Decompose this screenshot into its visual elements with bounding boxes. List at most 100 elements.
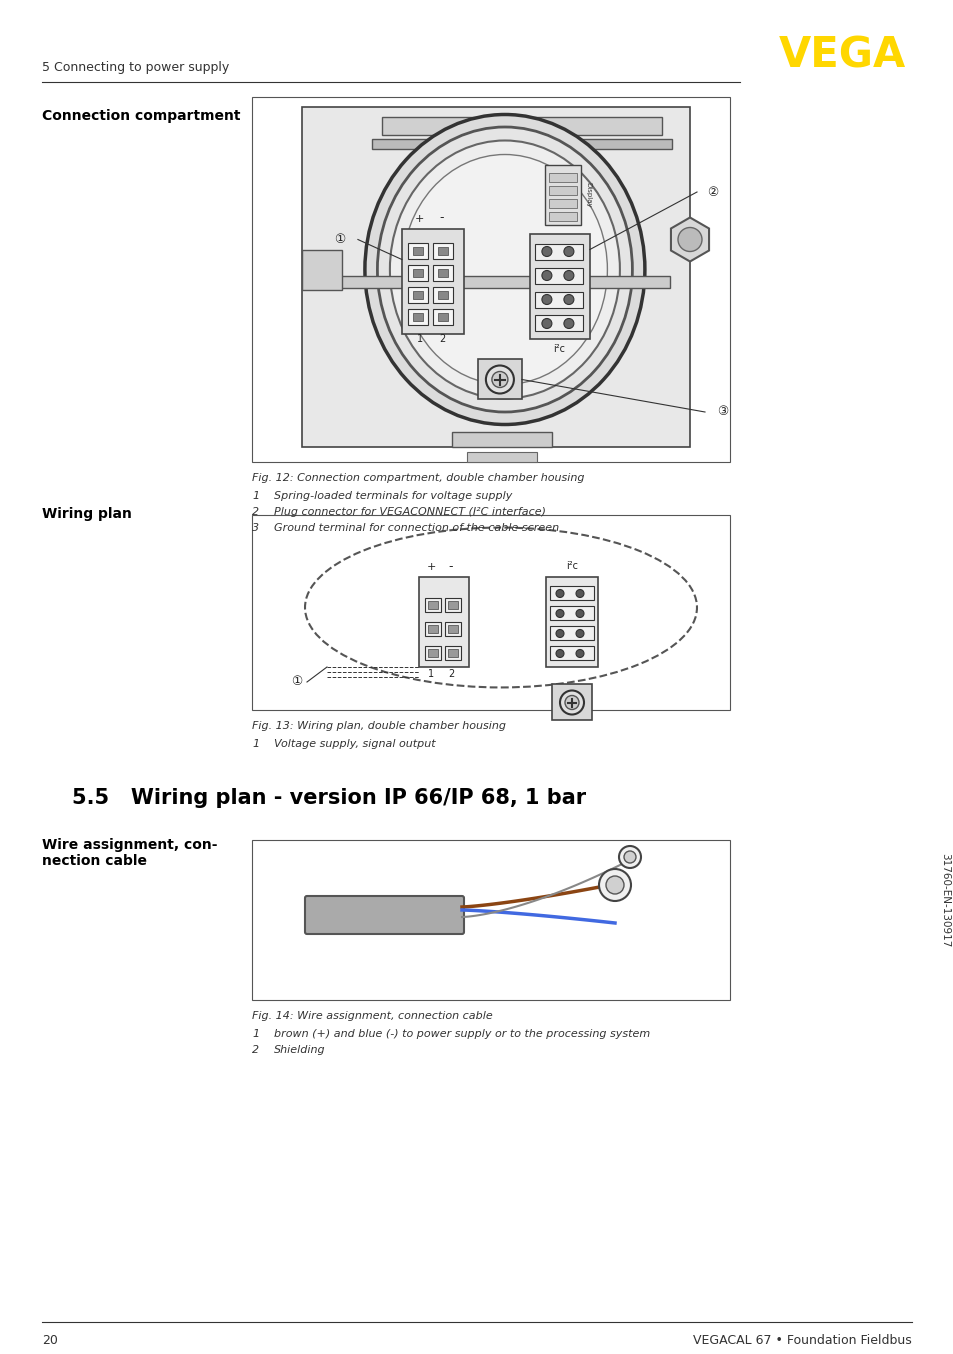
Bar (433, 309, 453, 325)
Text: 1: 1 (416, 334, 422, 344)
Text: Connection compartment: Connection compartment (42, 110, 240, 123)
Text: VEGA: VEGA (778, 34, 904, 76)
Bar (424, 646, 440, 661)
Text: nection cable: nection cable (42, 854, 147, 868)
Text: 1: 1 (252, 492, 259, 501)
Bar (413, 246, 422, 255)
Bar (252, 97, 729, 462)
Text: 20: 20 (42, 1334, 58, 1346)
Text: Voltage supply, signal output: Voltage supply, signal output (274, 739, 436, 749)
Bar (444, 623, 460, 636)
Text: +: + (415, 214, 424, 223)
Text: -: - (448, 561, 453, 574)
Bar (529, 234, 589, 340)
Text: ③: ③ (717, 405, 728, 418)
Text: Plug connector for VEGACONNECT (I²C interface): Plug connector for VEGACONNECT (I²C inte… (274, 506, 545, 517)
Bar (535, 291, 582, 307)
Bar (381, 116, 661, 135)
Text: i²c: i²c (553, 344, 564, 355)
Circle shape (563, 318, 574, 329)
Bar (302, 107, 689, 447)
Bar (413, 268, 422, 276)
Text: 2: 2 (447, 669, 454, 680)
Bar (448, 650, 457, 658)
Bar (535, 268, 582, 283)
Bar (408, 309, 428, 325)
Circle shape (563, 271, 574, 280)
Circle shape (563, 295, 574, 305)
Circle shape (485, 366, 514, 394)
Circle shape (605, 876, 623, 894)
Bar (535, 244, 582, 260)
Bar (550, 627, 594, 640)
Text: 5.5   Wiring plan - version IP 66/IP 68, 1 bar: 5.5 Wiring plan - version IP 66/IP 68, 1… (71, 788, 585, 808)
Bar (437, 268, 447, 276)
Bar (477, 360, 521, 399)
Ellipse shape (377, 127, 632, 412)
Text: 1: 1 (252, 1029, 259, 1039)
Text: VEGACAL 67 • Foundation Fieldbus: VEGACAL 67 • Foundation Fieldbus (693, 1334, 911, 1346)
Circle shape (623, 852, 636, 862)
Circle shape (576, 589, 583, 597)
Circle shape (576, 630, 583, 638)
Text: i²c: i²c (565, 562, 578, 571)
Text: 1: 1 (252, 739, 259, 749)
Circle shape (556, 630, 563, 638)
Text: Fig. 12: Connection compartment, double chamber housing: Fig. 12: Connection compartment, double … (252, 473, 584, 483)
Bar (437, 246, 447, 255)
Text: ②: ② (706, 185, 718, 199)
Text: 5 Connecting to power supply: 5 Connecting to power supply (42, 61, 229, 73)
Circle shape (541, 295, 552, 305)
Bar (408, 264, 428, 280)
Circle shape (559, 691, 583, 715)
Text: Wiring plan: Wiring plan (42, 506, 132, 521)
Text: Fig. 13: Wiring plan, double chamber housing: Fig. 13: Wiring plan, double chamber hou… (252, 720, 505, 731)
Circle shape (541, 271, 552, 280)
Bar (424, 623, 440, 636)
Text: ①: ① (291, 676, 302, 688)
Bar (433, 242, 453, 259)
Ellipse shape (364, 115, 644, 425)
Bar (548, 199, 577, 207)
Bar (433, 287, 453, 302)
Text: -: - (439, 211, 444, 225)
Text: Spring-loaded terminals for voltage supply: Spring-loaded terminals for voltage supp… (274, 492, 512, 501)
Bar (548, 211, 577, 221)
Bar (302, 249, 341, 290)
Text: ①: ① (334, 233, 345, 246)
Circle shape (678, 227, 701, 252)
Circle shape (563, 246, 574, 256)
Text: 2: 2 (252, 1045, 259, 1055)
Bar (413, 291, 422, 298)
Bar (433, 264, 453, 280)
FancyBboxPatch shape (305, 896, 463, 934)
Ellipse shape (402, 154, 607, 385)
Bar (252, 515, 729, 709)
Text: 2: 2 (438, 334, 444, 344)
Circle shape (541, 246, 552, 256)
Bar (545, 578, 598, 668)
Bar (428, 650, 437, 658)
Text: Shielding: Shielding (274, 1045, 325, 1055)
Bar (418, 578, 469, 668)
Circle shape (492, 371, 507, 387)
Circle shape (598, 869, 630, 900)
Bar (401, 229, 463, 334)
Text: brown (+) and blue (-) to power supply or to the processing system: brown (+) and blue (-) to power supply o… (274, 1029, 650, 1039)
Ellipse shape (390, 141, 619, 398)
Bar (552, 685, 592, 720)
Bar (437, 313, 447, 321)
Circle shape (541, 318, 552, 329)
Circle shape (556, 589, 563, 597)
Bar (550, 607, 594, 620)
Bar (252, 839, 729, 1001)
Bar (467, 452, 537, 462)
Bar (408, 242, 428, 259)
Bar (535, 315, 582, 332)
Bar (428, 626, 437, 634)
Bar (544, 164, 580, 225)
Bar (322, 275, 669, 287)
Bar (550, 586, 594, 601)
Text: Ground terminal for connection of the cable screen: Ground terminal for connection of the ca… (274, 523, 558, 533)
Bar (444, 598, 460, 612)
